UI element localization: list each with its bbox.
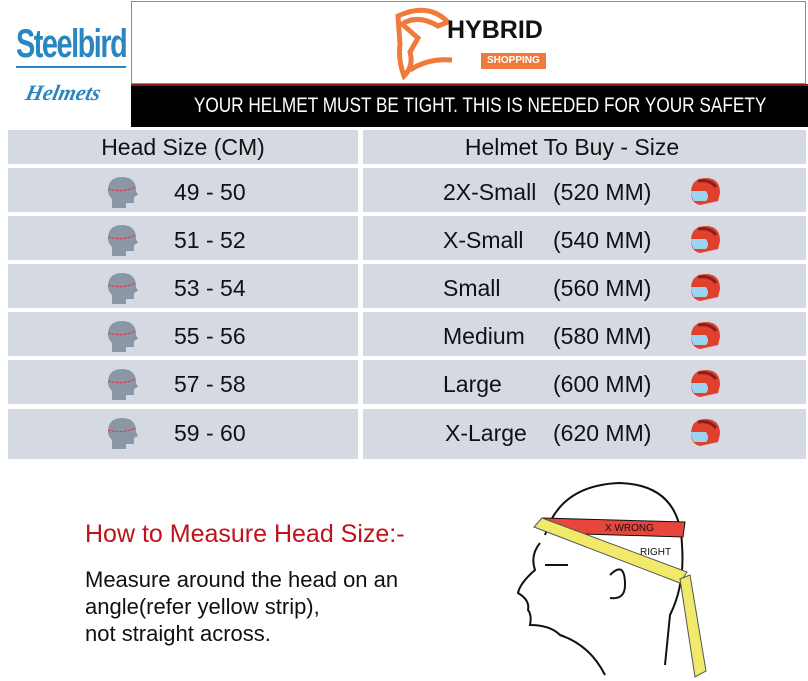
- helmet-size-mm: (560 MM): [553, 275, 652, 301]
- table-row: [363, 312, 806, 356]
- table-row: [8, 360, 358, 404]
- wrong-label: X WRONG: [605, 523, 654, 534]
- helmet-icon: [691, 419, 720, 446]
- hybrid-banner: [131, 1, 806, 84]
- helmet-size-mm: (520 MM): [553, 179, 652, 205]
- table-row: [8, 168, 358, 212]
- header-label: Helmet To Buy - Size: [464, 134, 680, 160]
- head-icon: [107, 225, 138, 256]
- helmet-icon: [691, 274, 720, 301]
- helmet-size-label: 2X-Small: [443, 179, 537, 205]
- measure-title: How to Measure Head Size:-: [85, 520, 405, 548]
- helmet-size-mm: (620 MM): [553, 420, 652, 446]
- helmet-size-label: X-Large: [445, 420, 527, 446]
- head-size-value: 53 - 54: [174, 275, 246, 301]
- head-icon: [107, 321, 138, 352]
- table-row: [8, 409, 358, 459]
- head-icon: [107, 273, 138, 304]
- desc-line: angle(refer yellow strip),: [85, 594, 320, 619]
- hybrid-helmet-logo-icon: [395, 7, 453, 81]
- head-size-value: 49 - 50: [174, 179, 246, 205]
- header-helmet-size: Helmet To Buy - Size: [363, 130, 806, 164]
- head-size-value: 55 - 56: [174, 323, 246, 349]
- helmet-icon: [691, 322, 720, 349]
- helmet-size-mm: (540 MM): [553, 227, 652, 253]
- header-head-size: Head Size (CM): [8, 130, 358, 164]
- head-icon: [107, 418, 138, 449]
- safety-notice-bar: YOUR HELMET MUST BE TIGHT. THIS IS NEEDE…: [131, 84, 808, 127]
- helmet-size-mm: (600 MM): [553, 371, 652, 397]
- table-row: [8, 312, 358, 356]
- table-row: [363, 216, 806, 260]
- helmet-size-label: Medium: [443, 323, 525, 349]
- safety-notice: YOUR HELMET MUST BE TIGHT. THIS IS NEEDE…: [193, 94, 767, 117]
- steelbird-wordmark: Steelbird: [16, 22, 128, 68]
- hybrid-shopping-badge: SHOPPING: [481, 53, 546, 69]
- table-row: [8, 216, 358, 260]
- header-label: Head Size (CM): [101, 134, 265, 160]
- desc-line: not straight across.: [85, 621, 271, 646]
- head-icon: [107, 177, 138, 208]
- head-size-value: 51 - 52: [174, 227, 246, 253]
- hybrid-title: HYBRID: [447, 16, 543, 44]
- head-size-value: 59 - 60: [174, 420, 246, 446]
- head-icon: [107, 369, 138, 400]
- table-row: [363, 168, 806, 212]
- table-row: [8, 264, 358, 308]
- helmet-size-label: Large: [443, 371, 502, 397]
- table-row: [363, 409, 806, 459]
- table-row: [363, 360, 806, 404]
- desc-line: Measure around the head on an: [85, 567, 399, 592]
- head-size-value: 57 - 58: [174, 371, 246, 397]
- head-measure-illustration: X WRONG RIGHT: [516, 481, 707, 678]
- table-row: [363, 264, 806, 308]
- helmet-size-mm: (580 MM): [553, 323, 652, 349]
- helmet-size-label: X-Small: [443, 227, 524, 253]
- steelbird-logo: Steelbird Helmets: [14, 22, 128, 112]
- measure-description: Measure around the head on an angle(refe…: [85, 566, 398, 647]
- helmet-icon: [691, 370, 720, 397]
- helmet-icon: [691, 178, 720, 205]
- right-label: RIGHT: [640, 547, 671, 558]
- helmets-wordmark: Helmets: [23, 80, 104, 105]
- helmet-size-label: Small: [443, 275, 501, 301]
- helmet-icon: [691, 226, 720, 253]
